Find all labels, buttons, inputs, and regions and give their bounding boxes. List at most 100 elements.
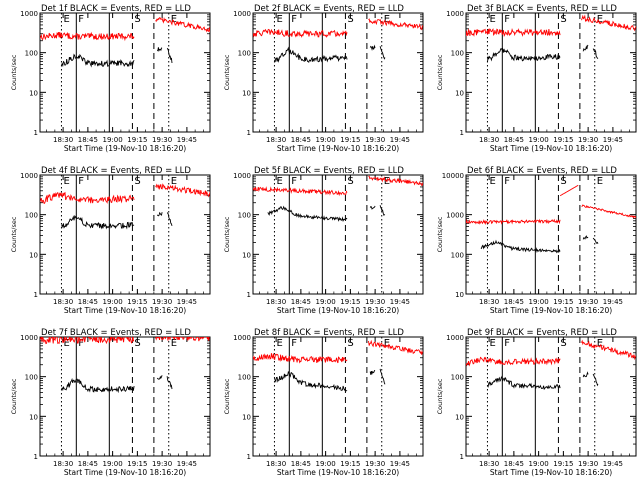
series-area (40, 183, 210, 230)
marker-label: E (171, 176, 177, 187)
plot-frame (252, 336, 424, 457)
marker-label: E (489, 176, 495, 187)
series-lld-line (253, 353, 348, 364)
x-tick-label: 19:00 (103, 460, 123, 468)
x-axis-label: Start Time (19-Nov-10 18:16:20) (490, 144, 612, 153)
x-tick-label: 19:45 (603, 460, 623, 468)
series-area (466, 14, 636, 63)
marker-label: S (347, 176, 353, 187)
y-tick-label: 10 (455, 89, 464, 97)
y-axis-label: Counts/sec (10, 216, 18, 252)
x-tick-label: 18:30 (53, 136, 73, 144)
plot-frame (39, 174, 211, 295)
series-area (253, 175, 423, 222)
plot-frame (465, 12, 637, 133)
marker-label: F (78, 176, 84, 187)
x-tick-label: 18:45 (504, 298, 524, 306)
marker-label: E (63, 176, 69, 187)
x-tick-label: 18:45 (291, 298, 311, 306)
series-lld-line (40, 31, 135, 42)
series-area (253, 18, 423, 63)
y-tick-label: 100 (238, 50, 251, 58)
x-tick-label: 18:30 (479, 298, 499, 306)
x-tick-label: 19:30 (578, 298, 598, 306)
marker-label: F (78, 14, 84, 25)
marker-label: E (597, 14, 603, 25)
x-tick-label: 18:45 (78, 136, 98, 144)
x-tick-label: 19:00 (316, 460, 336, 468)
x-tick-label: 18:30 (479, 460, 499, 468)
chart-title: Det 2f BLACK = Events, RED = LLD (254, 4, 404, 14)
series-events-line (487, 375, 561, 391)
y-tick-label: 10 (29, 89, 38, 97)
y-axis-label: Counts/sec (223, 54, 231, 90)
x-axis-label: Start Time (19-Nov-10 18:16:20) (64, 144, 186, 153)
x-tick-label: 18:45 (504, 136, 524, 144)
x-axis-label: Start Time (19-Nov-10 18:16:20) (277, 144, 399, 153)
x-tick-label: 18:45 (78, 298, 98, 306)
y-axis-label: Counts/sec (436, 378, 444, 414)
y-tick-label: 100 (451, 251, 464, 259)
y-tick-label: 100 (25, 374, 38, 382)
series-events-line (156, 47, 163, 52)
chart-title: Det 9f BLACK = Events, RED = LLD (467, 328, 617, 338)
series-lld-line (155, 183, 210, 198)
series-lld-line (368, 339, 423, 355)
x-axis-label: Start Time (19-Nov-10 18:16:20) (490, 306, 612, 315)
series-lld-line (155, 17, 210, 33)
series-lld-line (559, 184, 579, 197)
x-tick-label: 18:45 (291, 136, 311, 144)
series-lld-line (368, 175, 423, 187)
plot-frame (465, 174, 637, 295)
series-events-line (379, 46, 386, 60)
x-axis-label: Start Time (19-Nov-10 18:16:20) (490, 468, 612, 477)
series-events-line (166, 212, 173, 227)
series-events-line (156, 375, 163, 380)
series-events-line (480, 239, 561, 254)
x-tick-label: 19:30 (152, 460, 172, 468)
x-axis-label: Start Time (19-Nov-10 18:16:20) (277, 306, 399, 315)
marker-label: E (171, 14, 177, 25)
y-tick-label: 100 (25, 212, 38, 220)
series-lld-line (581, 339, 636, 361)
series-lld-line (40, 337, 135, 345)
marker-label: E (597, 176, 603, 187)
marker-label: E (597, 338, 603, 349)
x-tick-label: 19:00 (316, 136, 336, 144)
series-events-line (582, 235, 589, 240)
marker-label: E (384, 14, 390, 25)
plot-frame (465, 336, 637, 457)
y-axis-label: Counts/sec (10, 378, 18, 414)
y-tick-label: 1 (460, 453, 464, 461)
series-events-line (61, 214, 135, 230)
x-axis-label: Start Time (19-Nov-10 18:16:20) (64, 306, 186, 315)
series-events-line (369, 370, 376, 376)
x-tick-label: 18:45 (78, 460, 98, 468)
y-tick-label: 100 (238, 212, 251, 220)
y-axis-label: Counts/sec (10, 54, 18, 90)
y-tick-label: 100 (451, 50, 464, 58)
marker-label: E (276, 14, 282, 25)
marker-label: E (489, 14, 495, 25)
series-events-line (582, 371, 589, 378)
y-tick-label: 1000 (446, 10, 464, 18)
y-tick-label: 1 (34, 453, 38, 461)
marker-label: F (504, 14, 510, 25)
chart-panel-7: Det 7f BLACK = Events, RED = LLD 1 10 100 10… (10, 328, 211, 477)
plot-frame (252, 12, 424, 133)
plot-frame (39, 336, 211, 457)
x-tick-label: 19:15 (340, 460, 360, 468)
x-tick-label: 19:30 (365, 460, 385, 468)
y-tick-label: 10 (242, 413, 251, 421)
series-lld-line (155, 337, 210, 342)
chart-panel-4: Det 4f BLACK = Events, RED = LLD 1 10 100 10… (10, 166, 211, 315)
marker-label: E (384, 338, 390, 349)
series-lld-line (581, 14, 636, 32)
x-tick-label: 18:30 (266, 136, 286, 144)
x-tick-label: 19:00 (103, 298, 123, 306)
series-lld-line (466, 27, 561, 38)
y-tick-label: 1 (34, 129, 38, 137)
marker-label: S (134, 176, 140, 187)
x-tick-label: 19:15 (553, 298, 573, 306)
